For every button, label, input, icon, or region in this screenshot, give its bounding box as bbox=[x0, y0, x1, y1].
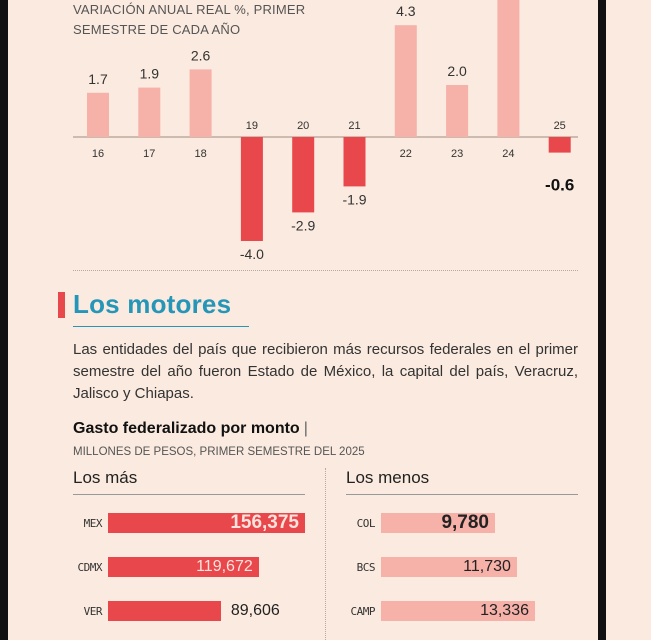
bar-19 bbox=[240, 137, 263, 241]
state-label: CAMP bbox=[350, 605, 376, 618]
category-label: 22 bbox=[400, 148, 412, 160]
spending-value: 13,336 bbox=[480, 602, 529, 619]
value-label: 1.9 bbox=[140, 66, 160, 82]
title-separator: | bbox=[303, 420, 308, 437]
bar-16 bbox=[87, 92, 109, 137]
bar-25 bbox=[548, 137, 571, 153]
spending-bar bbox=[108, 513, 305, 533]
spending-bar bbox=[108, 601, 221, 621]
state-label: CDMX bbox=[77, 561, 103, 574]
spending-value: 156,375 bbox=[230, 512, 299, 533]
state-label: VER bbox=[83, 605, 103, 618]
spending-bar bbox=[381, 513, 495, 533]
value-label: -1.9 bbox=[342, 191, 366, 207]
value-label: -4.0 bbox=[240, 246, 264, 262]
chart1-subtitle-line2: SEMESTRE DE CADA AÑO bbox=[73, 22, 241, 37]
group-most-heading: Los más bbox=[73, 468, 138, 487]
value-label: 2.6 bbox=[191, 47, 211, 63]
category-label: 24 bbox=[502, 148, 514, 160]
value-label: 1.7 bbox=[88, 71, 108, 87]
category-label: 17 bbox=[143, 148, 155, 160]
state-label: BCS bbox=[356, 561, 376, 574]
value-label: -0.6 bbox=[545, 176, 574, 195]
value-label: -2.9 bbox=[291, 217, 315, 233]
spending-chart-title: Gasto federalizado por monto | bbox=[73, 420, 308, 438]
spending-value: 11,730 bbox=[463, 558, 511, 575]
category-label: 23 bbox=[451, 148, 463, 160]
group-most-rule bbox=[73, 494, 305, 495]
column-divider bbox=[325, 468, 326, 640]
chart1-subtitle-line1: VARIACIÓN ANUAL REAL %, PRIMER bbox=[73, 2, 306, 17]
spending-bar bbox=[381, 557, 517, 577]
state-label: COL bbox=[356, 517, 376, 530]
group-least-rule bbox=[346, 494, 578, 495]
section-divider bbox=[73, 270, 578, 271]
section-title: Los motores bbox=[73, 289, 249, 327]
section-paragraph: Las entidades del país que recibieron má… bbox=[73, 341, 578, 402]
spending-value: 89,606 bbox=[230, 602, 280, 619]
group-least-heading: Los menos bbox=[346, 468, 430, 487]
spending-value: 9,780 bbox=[441, 512, 489, 533]
section-accent bbox=[58, 292, 65, 318]
bar-21 bbox=[343, 137, 366, 187]
spending-bar bbox=[108, 557, 259, 577]
category-label: 18 bbox=[194, 148, 206, 160]
spending-chart-subtitle: MILLONES DE PESOS, PRIMER SEMESTRE DEL 2… bbox=[73, 446, 365, 458]
frame-left-bar bbox=[0, 0, 8, 640]
category-label: 19 bbox=[246, 120, 258, 132]
category-label: 21 bbox=[348, 120, 360, 132]
state-label: MEX bbox=[83, 517, 103, 530]
category-label: 16 bbox=[92, 148, 104, 160]
spending-bar bbox=[381, 601, 535, 621]
spending-value: 119,672 bbox=[196, 558, 253, 575]
category-label: 25 bbox=[554, 120, 566, 132]
spending-chart-title-text: Gasto federalizado por monto bbox=[73, 420, 300, 437]
bar-20 bbox=[292, 137, 315, 213]
value-label: 2.0 bbox=[447, 63, 467, 79]
bar-17 bbox=[138, 87, 161, 137]
bar-18 bbox=[189, 69, 212, 137]
bar-23 bbox=[446, 85, 469, 137]
category-label: 20 bbox=[297, 120, 309, 132]
frame-right-bar bbox=[598, 0, 606, 640]
bar-24 bbox=[497, 0, 520, 137]
bar-22 bbox=[394, 25, 417, 138]
value-label: 4.3 bbox=[396, 3, 416, 19]
